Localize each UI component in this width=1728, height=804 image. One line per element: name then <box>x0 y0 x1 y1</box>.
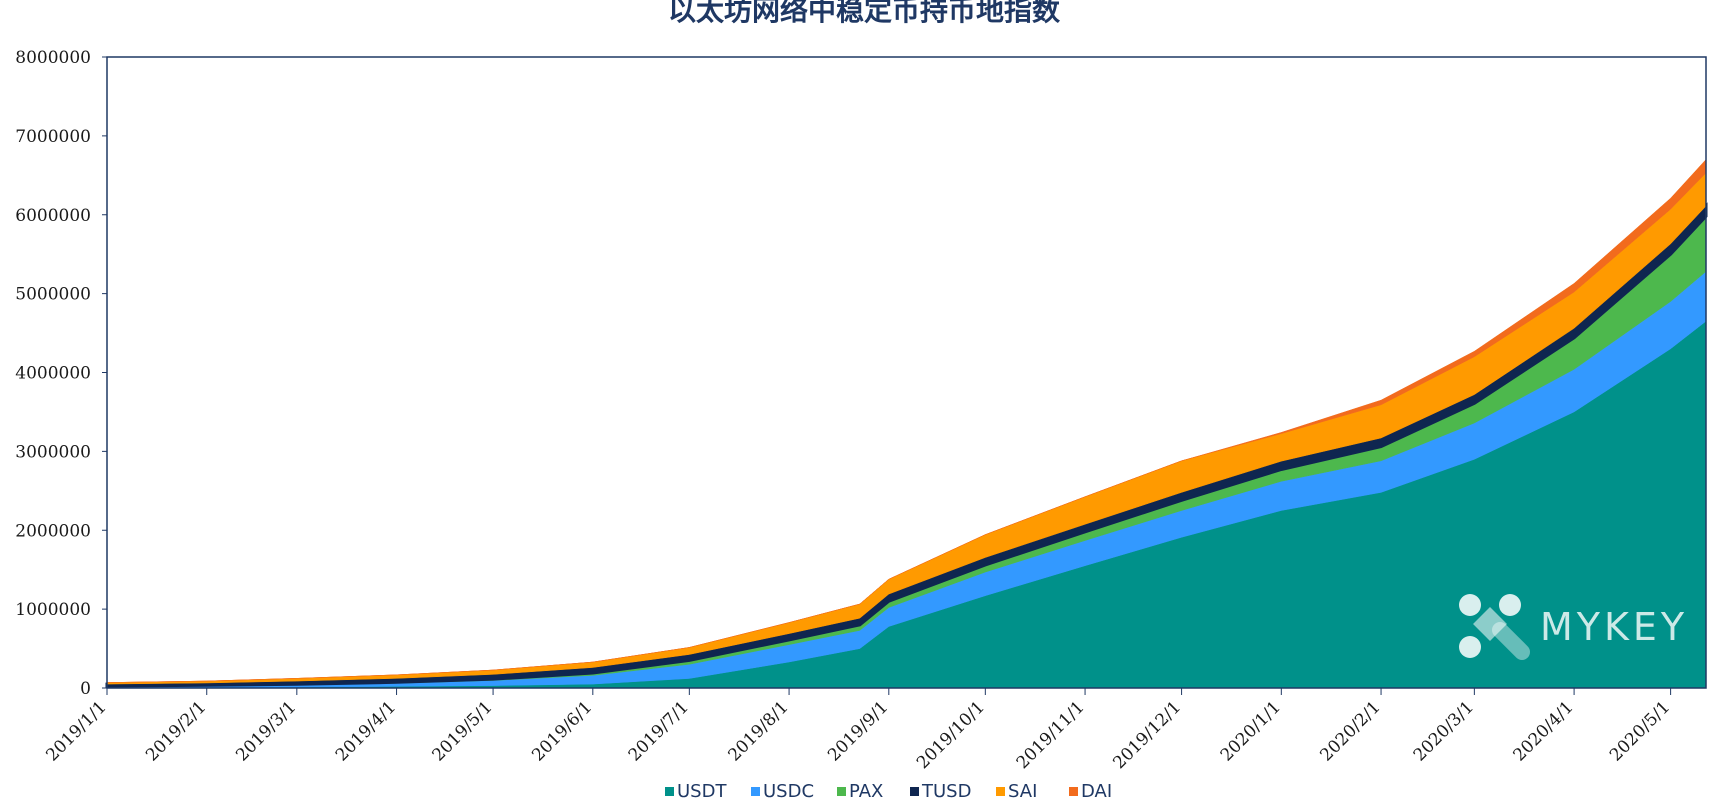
x-tick-label: 2019/7/1 <box>625 697 693 765</box>
legend-swatch-usdt <box>665 787 674 796</box>
watermark-dot-icon <box>1459 636 1481 658</box>
y-tick-label: 0 <box>80 679 91 699</box>
x-tick-label: 2019/1/1 <box>42 697 110 765</box>
legend-swatch-usdc <box>751 787 760 796</box>
x-axis: 2019/1/1 2019/2/1 2019/3/1 2019/4/1 2019/5/1… <box>42 688 1674 773</box>
x-tick-label: 2019/8/1 <box>724 697 792 765</box>
legend-swatch-pax <box>837 787 846 796</box>
x-tick-label: 2020/4/1 <box>1509 697 1577 765</box>
y-tick-label: 2000000 <box>15 521 91 541</box>
legend-swatch-tusd <box>910 787 919 796</box>
watermark-dot-icon <box>1499 594 1521 616</box>
x-tick-label: 2019/5/1 <box>428 697 496 765</box>
x-tick-label: 2020/3/1 <box>1410 697 1478 765</box>
x-tick-label: 2019/3/1 <box>232 697 300 765</box>
legend: USDT USDC PAX TUSD SAI DAI <box>665 781 1112 802</box>
mykey-watermark: MYKEY <box>1459 594 1688 660</box>
y-tick-label: 8000000 <box>15 48 91 68</box>
x-tick-label: 2020/1/1 <box>1217 697 1285 765</box>
x-tick-label: 2019/6/1 <box>528 697 596 765</box>
y-tick-label: 5000000 <box>15 285 91 305</box>
legend-label-sai: SAI <box>1008 781 1037 802</box>
legend-label-tusd: TUSD <box>921 781 971 802</box>
chart-title: 以太坊网络中稳定币持币地指数 <box>668 0 1061 27</box>
x-tick-label: 2019/9/1 <box>824 697 892 765</box>
x-tick-label: 2020/5/1 <box>1606 697 1674 765</box>
legend-label-dai: DAI <box>1081 781 1112 802</box>
watermark-diamond-icon <box>1473 607 1507 641</box>
watermark-dot-icon <box>1459 594 1481 616</box>
x-tick-label: 2019/2/1 <box>142 697 210 765</box>
y-tick-label: 3000000 <box>15 442 91 462</box>
y-tick-label: 4000000 <box>15 364 91 384</box>
legend-label-pax: PAX <box>849 781 883 802</box>
x-tick-label: 2019/12/1 <box>1109 697 1185 773</box>
legend-label-usdt: USDT <box>677 781 727 802</box>
x-tick-label: 2019/10/1 <box>913 697 989 773</box>
legend-swatch-dai <box>1069 787 1078 796</box>
x-tick-label: 2019/11/1 <box>1013 697 1089 773</box>
legend-label-usdc: USDC <box>763 781 814 802</box>
y-tick-label: 1000000 <box>15 600 91 620</box>
x-tick-label: 2019/4/1 <box>332 697 400 765</box>
y-tick-label: 6000000 <box>15 206 91 226</box>
watermark-tail-icon <box>1492 622 1530 660</box>
watermark-text: MYKEY <box>1540 605 1688 649</box>
x-tick-label: 2020/2/1 <box>1316 697 1384 765</box>
legend-swatch-sai <box>996 787 1005 796</box>
y-axis: 0 1000000 2000000 3000000 4000000 5000000 6000… <box>15 48 107 699</box>
y-tick-label: 7000000 <box>15 127 91 147</box>
